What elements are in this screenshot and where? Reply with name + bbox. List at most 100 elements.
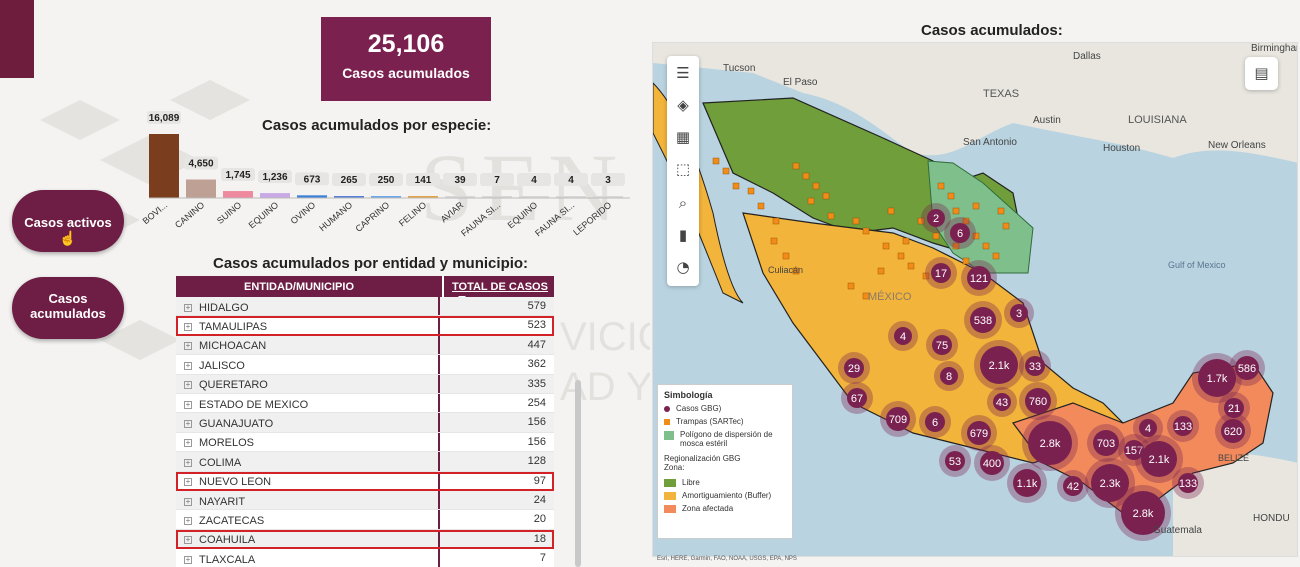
table-row[interactable]: + NUEVO LEON 97	[176, 471, 554, 491]
libre-swatch-icon	[664, 479, 676, 487]
trap-marker	[962, 257, 970, 265]
expand-icon[interactable]: +	[184, 380, 192, 390]
expand-icon[interactable]: +	[184, 535, 192, 545]
species-bar[interactable]	[408, 196, 438, 198]
map-title: Casos acumulados:	[921, 22, 1063, 39]
data-label-background	[295, 172, 329, 186]
trap-marker	[852, 217, 860, 225]
table-scrollbar[interactable]	[575, 380, 581, 567]
species-bar[interactable]	[297, 195, 327, 198]
legend-label-trampas: Trampas (SARTec)	[676, 417, 744, 426]
cluster-bubble	[950, 223, 970, 243]
trap-marker	[802, 172, 810, 180]
table-row[interactable]: + MORELOS 156	[176, 432, 554, 453]
species-bar[interactable]	[371, 196, 401, 198]
cluster-bubble	[1124, 440, 1144, 460]
layers-icon[interactable]: ◈	[677, 96, 689, 114]
expand-icon[interactable]: +	[184, 341, 192, 351]
cluster-bubble	[927, 209, 945, 227]
species-bar[interactable]	[482, 196, 512, 198]
cluster-bubble	[894, 327, 912, 345]
legend-zone-libre: Libre	[664, 478, 786, 487]
table-row[interactable]: + ZACATECAS 20	[176, 510, 554, 530]
legend-zone-buffer-label: Amortiguamiento (Buffer)	[682, 491, 772, 500]
species-bar[interactable]	[260, 193, 290, 198]
expand-icon[interactable]: +	[184, 477, 192, 487]
cluster-bubble	[1221, 419, 1245, 443]
map-canvas[interactable]: 2 6 17 121 538 3 2.1k 33 4 75 8 29 67 709 6 679 43 760 53 4…	[653, 43, 1298, 557]
column-header-municipio[interactable]: ENTIDAD/MUNICIPIO	[244, 281, 354, 293]
category-label: BOVI...	[141, 200, 170, 226]
species-bar[interactable]	[223, 191, 253, 198]
expand-icon[interactable]: +	[184, 419, 192, 429]
cluster-bubble	[1139, 419, 1157, 437]
trap-marker	[747, 187, 755, 195]
cluster-count: 2.3k	[1100, 478, 1121, 490]
species-bar-chart[interactable]: 16,089 BOVI... 4,650 CANINO 1,745 SUINO 1,236 E…	[135, 108, 640, 248]
table-row[interactable]: + TAMAULIPAS 523	[176, 316, 554, 336]
place-label: Austin	[1033, 115, 1061, 126]
cluster-count: 709	[889, 414, 907, 426]
data-label: 1,745	[225, 170, 250, 181]
map-toolbar: ☰ ◈ ▦ ⬚ ⌕ ▮ ◔	[667, 56, 699, 286]
entidad-municipio-table[interactable]: ENTIDAD/MUNICIPIO TOTAL DE CASOS + HIDALG…	[176, 276, 554, 567]
cluster-count: 679	[970, 428, 988, 440]
expand-icon[interactable]: +	[184, 438, 192, 448]
cluster-count: 1.1k	[1017, 478, 1038, 490]
attribute-table-icon[interactable]: ▤	[1245, 57, 1278, 90]
table-row[interactable]: + MICHOACAN 447	[176, 335, 554, 356]
species-bar[interactable]	[334, 196, 364, 198]
user-icon[interactable]: ◔	[676, 258, 690, 276]
chart-icon[interactable]: ▮	[678, 226, 688, 244]
species-bar[interactable]	[593, 196, 623, 198]
table-row[interactable]: + COLIMA 128	[176, 452, 554, 472]
expand-icon[interactable]: +	[184, 360, 192, 370]
place-label: TEXAS	[983, 88, 1019, 100]
cluster-count: 703	[1097, 438, 1115, 450]
place-label: Birmingham	[1251, 43, 1298, 54]
legend-subtitle-2: Zona:	[664, 463, 685, 472]
menu-icon[interactable]: ☰	[676, 64, 690, 82]
trap-marker	[792, 267, 800, 275]
category-label: EQUINO	[247, 200, 281, 230]
expand-icon[interactable]: +	[184, 399, 192, 409]
cluster-count: 620	[1224, 426, 1242, 438]
casos-activos-button[interactable]: Casos activos ☝	[12, 190, 124, 252]
place-label: New Orleans	[1208, 140, 1266, 151]
expand-icon[interactable]: +	[184, 554, 192, 564]
table-row[interactable]: + NAYARIT 24	[176, 490, 554, 511]
data-label-background	[554, 173, 588, 186]
expand-icon[interactable]: +	[184, 302, 192, 312]
place-label: LOUISIANA	[1128, 114, 1187, 126]
select-area-icon[interactable]: ⬚	[675, 160, 691, 178]
species-bar[interactable]	[519, 196, 549, 198]
entidad-table-title: Casos acumulados por entidad y municipio…	[213, 255, 529, 272]
cluster-bubble	[932, 335, 952, 355]
table-row[interactable]: + QUERETARO 335	[176, 374, 554, 394]
expand-icon[interactable]: +	[184, 496, 192, 506]
cluster-bubble	[1178, 473, 1198, 493]
expand-icon[interactable]: +	[184, 515, 192, 525]
qr-icon[interactable]: ▦	[675, 128, 691, 146]
table-row[interactable]: + TLAXCALA 7	[176, 549, 554, 567]
table-row[interactable]: + GUANAJUATO 156	[176, 413, 554, 433]
species-bar[interactable]	[556, 196, 586, 198]
trap-marker	[897, 252, 905, 260]
cell-municipio: + ZACATECAS	[176, 510, 440, 529]
species-bar[interactable]	[445, 196, 475, 198]
place-label: San Antonio	[963, 137, 1017, 148]
species-bar[interactable]	[186, 179, 216, 198]
casos-acumulados-button[interactable]: Casos acumulados	[12, 277, 124, 339]
cluster-count: 157	[1125, 445, 1143, 457]
municipio-name: NAYARIT	[199, 495, 246, 508]
table-row[interactable]: + ESTADO DE MEXICO 254	[176, 393, 554, 414]
expand-icon[interactable]: +	[184, 457, 192, 467]
table-row[interactable]: + COAHUILA 18	[176, 529, 554, 550]
table-row[interactable]: + HIDALGO 579	[176, 297, 554, 317]
cell-total: 579	[527, 300, 546, 312]
cluster-count: 6	[957, 228, 963, 240]
search-icon[interactable]: ⌕	[678, 194, 688, 212]
species-bar[interactable]	[149, 134, 179, 198]
expand-icon[interactable]: +	[184, 322, 192, 332]
table-row[interactable]: + JALISCO 362	[176, 355, 554, 375]
